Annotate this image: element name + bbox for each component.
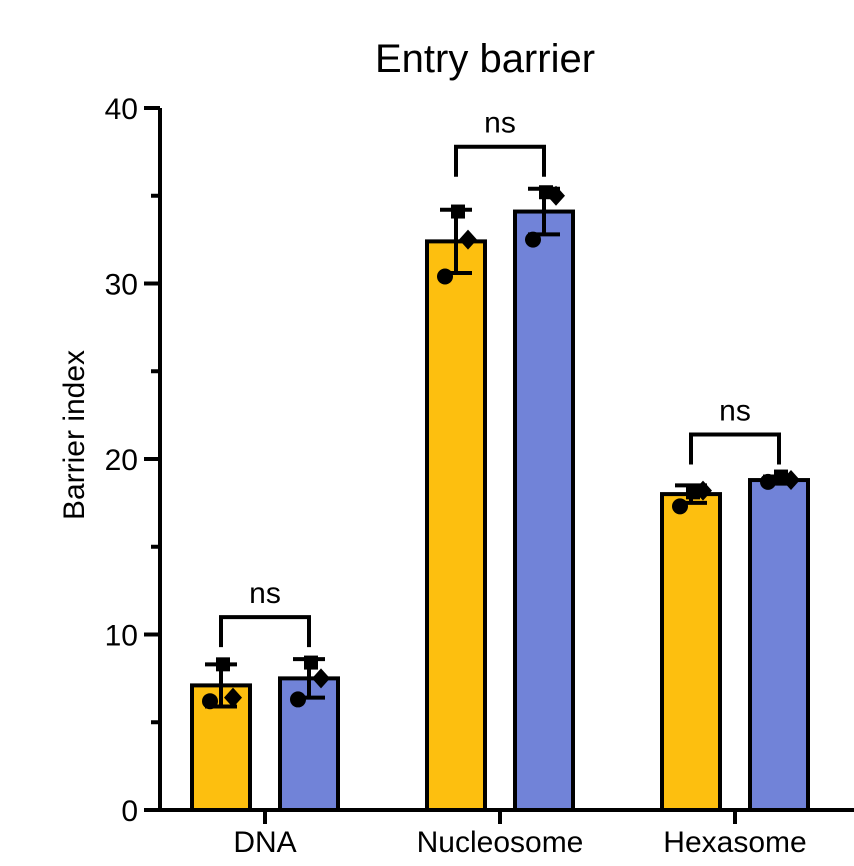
significance-bracket xyxy=(219,615,311,648)
bars xyxy=(190,185,810,813)
data-point xyxy=(459,229,477,250)
data-point xyxy=(437,268,453,285)
data-point xyxy=(451,204,465,219)
x-tick-label: Hexasome xyxy=(663,826,806,859)
data-point xyxy=(290,691,306,708)
significance-bracket xyxy=(689,432,781,465)
data-point xyxy=(694,480,712,501)
significance-label: ns xyxy=(719,395,751,428)
significance-label: ns xyxy=(484,107,516,140)
bar xyxy=(513,209,575,813)
bar xyxy=(748,478,810,812)
bar xyxy=(660,492,722,812)
y-tick-label: 10 xyxy=(105,620,138,653)
bar xyxy=(425,239,487,812)
data-point xyxy=(312,668,330,689)
bar xyxy=(190,683,252,813)
significance-annotations: ns ns ns xyxy=(219,107,781,648)
y-tick-label: 20 xyxy=(105,444,138,477)
y-tick-label: 40 xyxy=(105,93,138,126)
data-point xyxy=(760,473,776,490)
y-tick-label: 0 xyxy=(121,795,138,828)
data-point xyxy=(672,498,688,515)
bar xyxy=(278,676,340,812)
x-axis: DNA Nucleosome Hexasome xyxy=(158,808,854,859)
y-axis-label: Barrier index xyxy=(58,350,91,520)
data-point xyxy=(304,655,318,670)
chart-title: Entry barrier xyxy=(375,37,595,81)
data-point xyxy=(202,693,218,710)
y-axis: 0 10 20 30 40 xyxy=(105,93,162,828)
data-point xyxy=(216,657,230,672)
data-point xyxy=(525,231,541,248)
data-point xyxy=(224,687,242,708)
y-tick-label: 30 xyxy=(105,269,138,302)
significance-label: ns xyxy=(249,577,281,610)
significance-bracket xyxy=(454,144,546,177)
x-tick-label: DNA xyxy=(233,826,296,859)
data-point xyxy=(547,185,565,206)
data-point xyxy=(782,470,800,491)
x-tick-label: Nucleosome xyxy=(417,826,584,859)
